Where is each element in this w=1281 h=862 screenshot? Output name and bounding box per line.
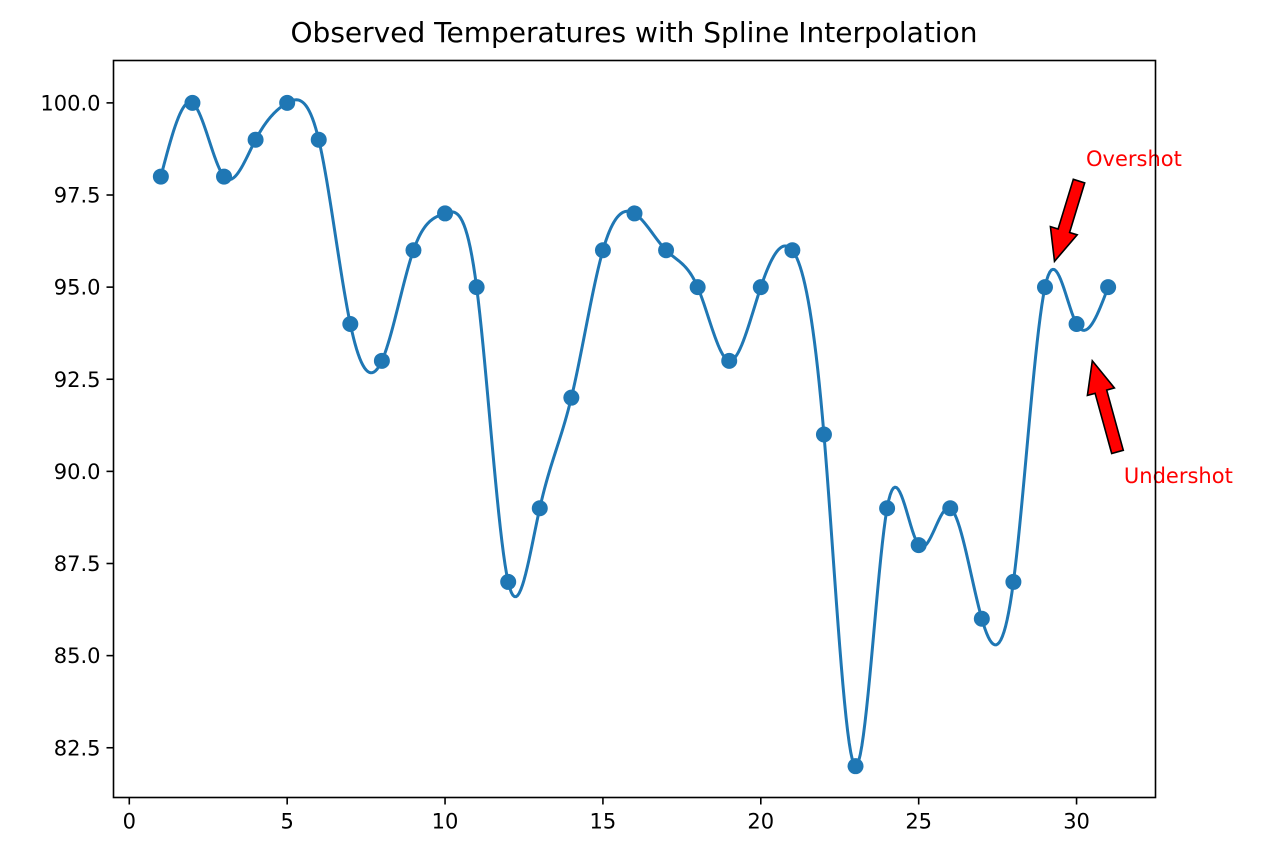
data-point [847, 758, 864, 775]
x-axis: 0 5 10 15 20 25 30 [123, 797, 1090, 834]
data-point [594, 242, 611, 259]
x-tick-label: 20 [747, 810, 774, 834]
y-tick-label: 85.0 [54, 644, 101, 668]
plot-frame [112, 59, 1157, 799]
y-tick-label: 90.0 [54, 460, 101, 484]
data-point [942, 500, 959, 517]
data-point [468, 279, 485, 296]
data-point [310, 131, 327, 148]
x-tick-label: 25 [905, 810, 932, 834]
data-point [531, 500, 548, 517]
annotation-label: Undershot [1124, 464, 1233, 488]
data-point [1068, 315, 1085, 332]
data-point [342, 315, 359, 332]
y-axis: 82.5 85.0 87.5 90.0 92.5 95.0 97.5 100.0 [40, 91, 114, 760]
y-tick-label: 82.5 [54, 736, 101, 760]
data-point [152, 168, 169, 185]
data-point [563, 389, 580, 406]
annotation-arrow [1049, 178, 1086, 264]
annotations-layer: Overshot Undershot [1049, 147, 1233, 488]
y-tick-label: 95.0 [54, 276, 101, 300]
data-points-layer [152, 94, 1117, 775]
data-point [500, 573, 517, 590]
y-tick-label: 97.5 [54, 184, 101, 208]
y-tick-label: 87.5 [54, 552, 101, 576]
data-point [373, 352, 390, 369]
data-point [658, 242, 675, 259]
x-tick-label: 0 [123, 810, 136, 834]
annotation-label: Overshot [1086, 147, 1182, 171]
y-tick-label: 100.0 [40, 91, 100, 115]
annotation-arrow [1086, 358, 1125, 455]
data-point [626, 205, 643, 222]
data-point [216, 168, 233, 185]
data-point [721, 352, 738, 369]
data-point [405, 242, 422, 259]
x-tick-label: 30 [1063, 810, 1090, 834]
y-tick-label: 92.5 [54, 368, 101, 392]
data-point [879, 500, 896, 517]
data-point [689, 279, 706, 296]
data-point [910, 537, 927, 554]
data-point [784, 242, 801, 259]
data-point [752, 279, 769, 296]
data-point [815, 426, 832, 443]
data-point [184, 94, 201, 111]
data-point [1036, 279, 1053, 296]
chart-title: Observed Temperatures with Spline Interp… [291, 16, 978, 49]
data-point [279, 94, 296, 111]
data-point [973, 610, 990, 627]
x-tick-label: 10 [432, 810, 459, 834]
data-point [437, 205, 454, 222]
x-tick-label: 15 [590, 810, 617, 834]
data-point [1005, 573, 1022, 590]
x-tick-label: 5 [280, 810, 293, 834]
data-point [1100, 279, 1117, 296]
data-point [247, 131, 264, 148]
